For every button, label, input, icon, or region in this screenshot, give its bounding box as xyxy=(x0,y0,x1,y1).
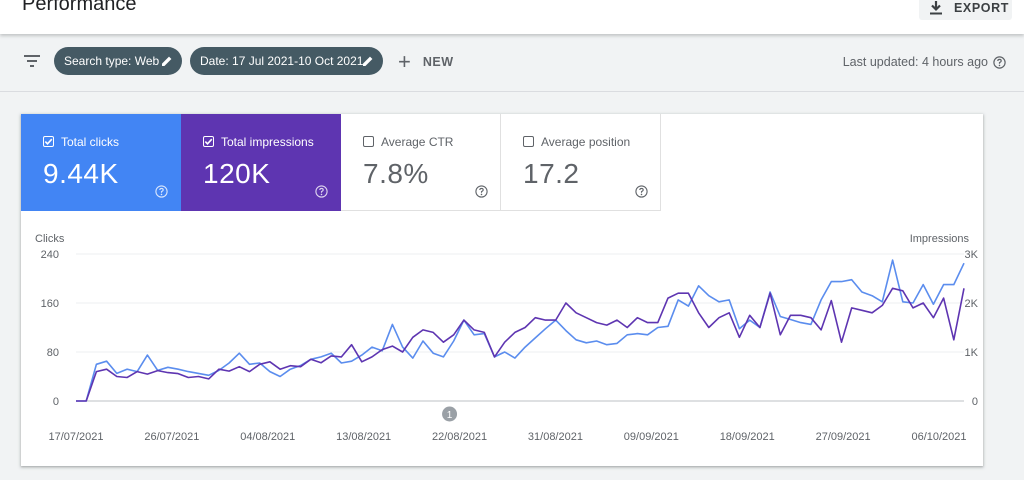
help-icon[interactable] xyxy=(475,185,488,198)
checkbox-checked[interactable] xyxy=(43,136,54,147)
export-button[interactable]: EXPORT xyxy=(919,0,1012,20)
checkbox-unchecked[interactable] xyxy=(363,136,374,147)
checkbox-unchecked[interactable] xyxy=(523,136,534,147)
left-axis-title: Clicks xyxy=(35,233,65,245)
right-axis-title: Impressions xyxy=(910,233,970,245)
metric-value: 7.8% xyxy=(363,158,429,189)
search-type-chip-label: Search type: Web xyxy=(64,54,160,68)
date-chip[interactable]: Date: 17 Jul 2021-10 Oct 2021 xyxy=(190,47,383,75)
x-tick-label: 22/08/2021 xyxy=(432,431,487,443)
filter-icon[interactable] xyxy=(23,54,41,68)
search-type-chip[interactable]: Search type: Web xyxy=(54,47,182,75)
date-chip-label: Date: 17 Jul 2021-10 Oct 2021 xyxy=(200,54,364,68)
metric-average-position[interactable]: Average position 17.2 xyxy=(501,114,661,211)
metric-value: 120K xyxy=(203,158,271,189)
y-tick-label-left: 160 xyxy=(41,298,59,310)
metric-label: Total impressions xyxy=(221,135,314,149)
y-tick-label-left: 240 xyxy=(41,249,59,261)
y-tick-label-right: 3K xyxy=(965,249,979,261)
y-tick-label-right: 0 xyxy=(972,396,978,408)
download-icon xyxy=(930,1,942,15)
x-tick-label: 06/10/2021 xyxy=(911,431,966,443)
series-line-impressions xyxy=(76,287,965,402)
x-tick-label: 09/09/2021 xyxy=(624,431,679,443)
help-icon[interactable] xyxy=(315,185,328,198)
x-tick-label: 27/09/2021 xyxy=(816,431,871,443)
metric-value: 17.2 xyxy=(523,158,580,189)
page-title: Performance xyxy=(22,0,137,15)
edit-pencil-icon xyxy=(162,56,172,66)
metric-label: Average position xyxy=(541,135,631,149)
x-tick-label: 18/09/2021 xyxy=(720,431,775,443)
x-tick-label: 13/08/2021 xyxy=(336,431,391,443)
last-updated-text: Last updated: 4 hours ago xyxy=(842,55,988,69)
y-tick-label-right: 2K xyxy=(965,298,979,310)
metric-total-clicks[interactable]: Total clicks 9.44K xyxy=(21,114,181,211)
y-tick-label-left: 80 xyxy=(47,347,59,359)
metric-average-ctr[interactable]: Average CTR 7.8% xyxy=(341,114,501,211)
metric-value: 9.44K xyxy=(43,158,119,189)
x-tick-label: 04/08/2021 xyxy=(240,431,295,443)
new-filter-button[interactable]: + NEW xyxy=(398,51,454,73)
performance-chart[interactable]: Clicks Impressions 0 0 80 1K 160 2K 240 3K 17/07/2… xyxy=(21,114,983,466)
new-filter-label: NEW xyxy=(422,55,454,69)
metric-total-impressions[interactable]: Total impressions 120K xyxy=(181,114,341,211)
plus-icon: + xyxy=(398,49,411,74)
y-tick-label-left: 0 xyxy=(53,396,59,408)
x-tick-label: 31/08/2021 xyxy=(528,431,583,443)
export-label: EXPORT xyxy=(954,1,1009,15)
x-tick-label: 17/07/2021 xyxy=(48,431,103,443)
edit-pencil-icon xyxy=(363,56,373,66)
annotation-label: 1 xyxy=(447,410,453,421)
y-tick-label-right: 1K xyxy=(965,347,979,359)
checkbox-checked[interactable] xyxy=(203,136,214,147)
performance-card: Total clicks 9.44K Total impressions 120… xyxy=(21,114,983,466)
help-icon[interactable] xyxy=(155,185,168,198)
filter-bar: Search type: Web Date: 17 Jul 2021-10 Oc… xyxy=(0,34,1024,92)
annotation-marker xyxy=(442,406,458,422)
x-tick-label: 26/07/2021 xyxy=(144,431,199,443)
top-bar: Performance EXPORT xyxy=(0,0,1024,34)
help-icon[interactable] xyxy=(993,56,1006,69)
metric-label: Average CTR xyxy=(381,135,454,149)
metric-label: Total clicks xyxy=(61,135,120,149)
series-line-clicks xyxy=(76,259,965,402)
help-icon[interactable] xyxy=(635,185,648,198)
